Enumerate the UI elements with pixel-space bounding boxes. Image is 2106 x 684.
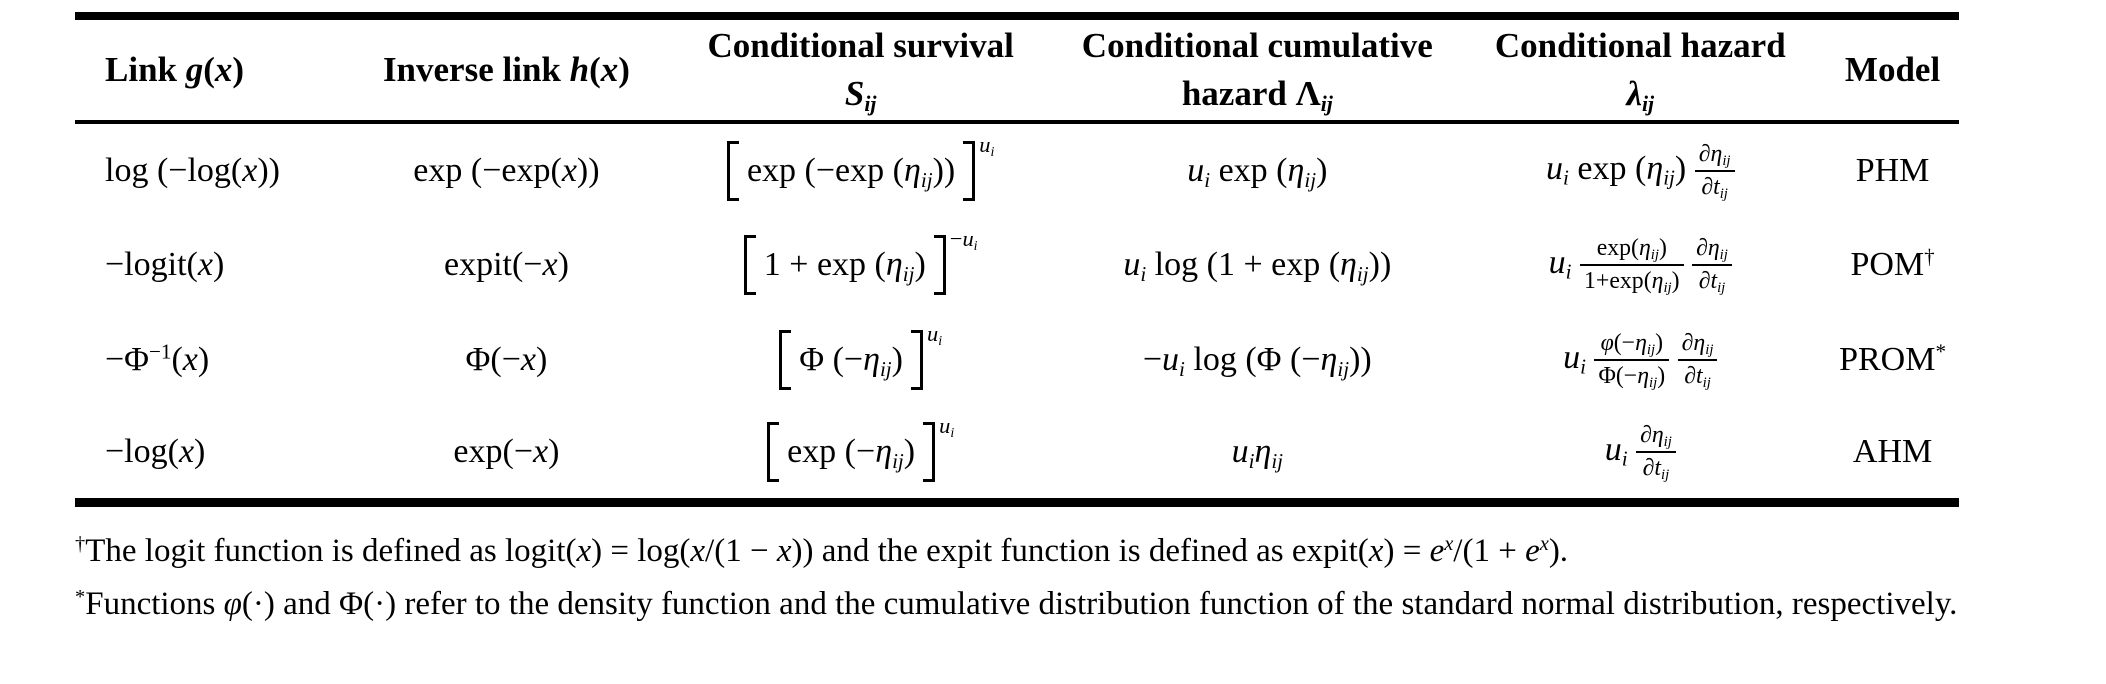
header-row: Link g(x) Inverse link h(x) Conditional … xyxy=(75,16,1959,122)
survival-formula: 1 + exp (ηij) −ui xyxy=(661,217,1060,312)
footnote-dagger: †The logit function is defined as logit(… xyxy=(75,532,1569,569)
hazard-formula: ui φ(−ηij) Φ(−ηij) ∂ηij ∂tij xyxy=(1454,312,1826,407)
hazard-formula: ui exp (ηij) ∂ηij ∂tij xyxy=(1454,122,1826,217)
hazard-formula: ui ∂ηij ∂tij xyxy=(1454,407,1826,502)
table-row-ahm: −log(x) exp(−x) exp (−ηij) ui uiηij ui ∂η… xyxy=(75,407,1959,502)
table-row-prom: −Φ−1(x) Φ(−x) Φ (−ηij) ui −ui log (Φ (−ηi… xyxy=(75,312,1959,407)
col-header-link: Link g(x) xyxy=(75,16,352,122)
link-formula: −Φ−1(x) xyxy=(105,338,210,378)
cumulative-hazard-formula: ui exp (ηij) xyxy=(1187,151,1328,192)
model-label: PROM* xyxy=(1839,338,1947,378)
col-header-model: Model xyxy=(1826,16,1959,122)
conditional-survival-title: Conditional survival xyxy=(707,26,1014,65)
link-formula: −log(x) xyxy=(105,433,206,471)
col-header-inverse-link: Inverse link h(x) xyxy=(352,16,661,122)
conditional-hazard-title: Conditional hazard xyxy=(1494,26,1786,65)
cumulative-hazard-formula: −ui log (Φ (−ηij)) xyxy=(1142,340,1372,381)
conditional-cumulative-title: Conditional cumulative xyxy=(1081,26,1433,65)
survival-formula: exp (−exp (ηij)) ui xyxy=(661,122,1060,217)
model-label: POM† xyxy=(1850,243,1935,283)
col-header-conditional-survival: Conditional survival Sij xyxy=(661,16,1060,122)
conditional-hazard-symbol: λij xyxy=(1626,74,1655,117)
col-header-link-label: Link g(x) xyxy=(105,50,245,89)
inverse-link-formula: expit(−x) xyxy=(443,245,569,283)
conditional-survival-symbol: Sij xyxy=(844,74,877,117)
table-footnotes: †The logit function is defined as logit(… xyxy=(75,525,2060,632)
table-body: log (−log(x)) exp (−exp(x)) exp (−exp (η… xyxy=(75,122,1959,502)
table-header: Link g(x) Inverse link h(x) Conditional … xyxy=(75,16,1959,122)
inverse-link-formula: exp (−exp(x)) xyxy=(413,151,600,189)
col-header-model-label: Model xyxy=(1844,50,1941,89)
link-formula: log (−log(x)) xyxy=(105,151,280,189)
footnote-asterisk: *Functions φ(·) and Φ(·) refer to the de… xyxy=(75,585,1958,622)
survival-formula: exp (−ηij) ui xyxy=(661,407,1060,502)
cumulative-hazard-formula: ui log (1 + exp (ηij)) xyxy=(1123,245,1392,286)
col-header-inverse-link-label: Inverse link h(x) xyxy=(382,50,630,89)
survival-formula: Φ (−ηij) ui xyxy=(661,312,1060,407)
model-label: AHM xyxy=(1852,433,1933,471)
inverse-link-formula: exp(−x) xyxy=(453,433,560,471)
table-row-phm: log (−log(x)) exp (−exp(x)) exp (−exp (η… xyxy=(75,122,1959,217)
table-row-pom: −logit(x) expit(−x) 1 + exp (ηij) −ui ui … xyxy=(75,217,1959,312)
col-header-conditional-hazard: Conditional hazard λij xyxy=(1454,16,1826,122)
link-functions-table: Link g(x) Inverse link h(x) Conditional … xyxy=(75,12,1959,507)
cumulative-hazard-formula: uiηij xyxy=(1231,433,1284,474)
hazard-formula: ui exp(ηij) 1+exp(ηij) ∂ηij ∂tij xyxy=(1454,217,1826,312)
col-header-conditional-cumulative-hazard: Conditional cumulative hazard Λij xyxy=(1060,16,1454,122)
link-formula: −logit(x) xyxy=(105,245,225,283)
conditional-cumulative-symbol: hazard Λij xyxy=(1181,74,1333,117)
model-label: PHM xyxy=(1855,151,1930,189)
inverse-link-formula: Φ(−x) xyxy=(465,340,548,378)
